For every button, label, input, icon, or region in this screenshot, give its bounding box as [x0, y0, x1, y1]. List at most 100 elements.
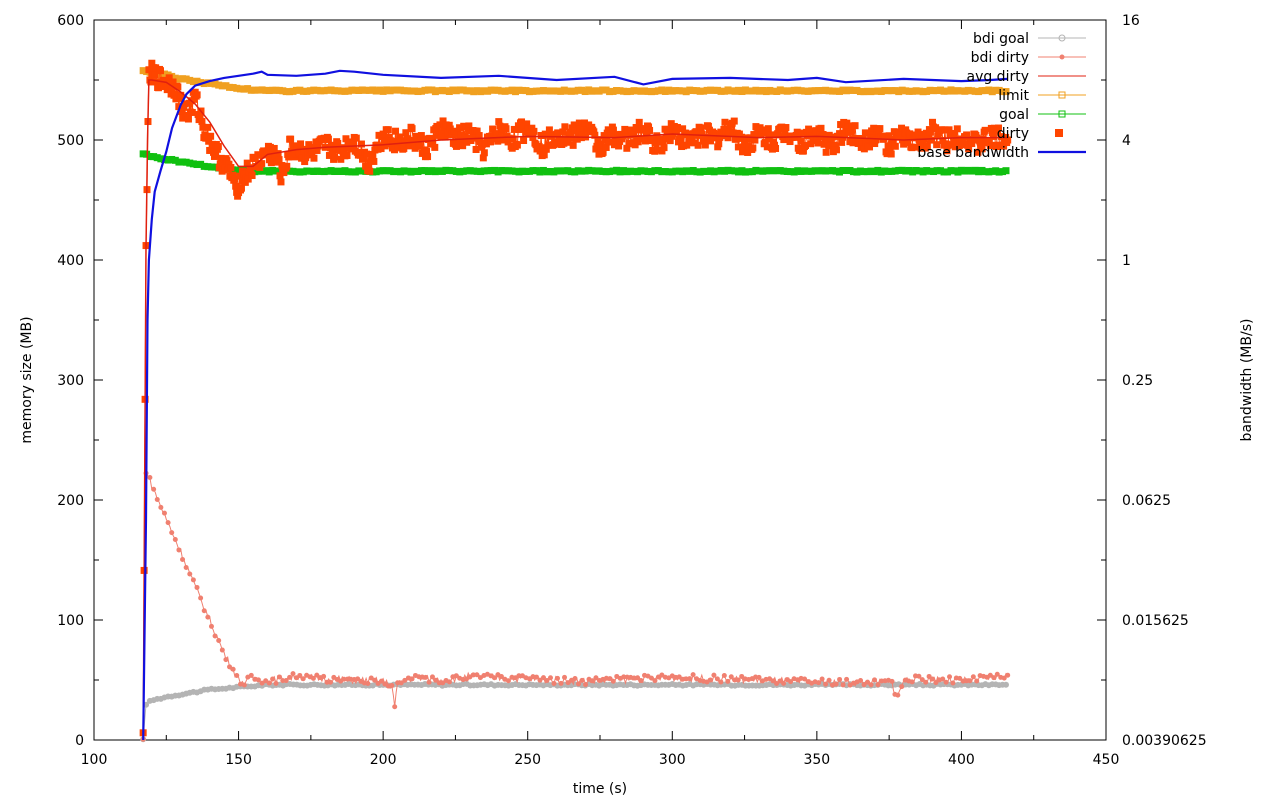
- data-point: [276, 674, 282, 680]
- data-point: [243, 159, 251, 167]
- data-point: [770, 678, 776, 684]
- data-point: [270, 144, 278, 152]
- data-point: [397, 137, 405, 145]
- legend-label: dirty: [997, 126, 1029, 142]
- data-point: [900, 140, 908, 148]
- data-point: [898, 124, 906, 132]
- data-point: [610, 141, 618, 149]
- data-point: [641, 137, 649, 145]
- data-point: [933, 680, 939, 686]
- data-point: [575, 119, 583, 127]
- data-point: [352, 134, 360, 142]
- data-point: [377, 145, 385, 153]
- data-point: [394, 142, 402, 150]
- data-point: [704, 122, 712, 130]
- data-point: [926, 673, 932, 679]
- data-point: [392, 704, 398, 710]
- data-point: [919, 138, 927, 146]
- data-point: [379, 130, 387, 138]
- x-tick-label: 300: [659, 752, 686, 768]
- data-point: [690, 672, 696, 678]
- data-point: [423, 674, 429, 680]
- data-point: [673, 123, 681, 131]
- data-point: [801, 142, 809, 150]
- data-point: [926, 128, 934, 136]
- data-point: [273, 680, 279, 686]
- data-point: [216, 160, 224, 168]
- data-point: [554, 129, 562, 137]
- data-point: [535, 142, 543, 150]
- y-tick-label: 400: [57, 253, 84, 269]
- data-point: [161, 77, 169, 85]
- data-point: [861, 129, 869, 137]
- data-point: [223, 657, 229, 663]
- data-point: [994, 671, 1000, 677]
- data-point: [360, 155, 368, 163]
- data-point: [165, 74, 173, 82]
- data-point: [255, 677, 261, 683]
- data-point: [270, 676, 276, 682]
- data-point: [672, 127, 680, 135]
- data-point: [652, 678, 658, 684]
- data-point: [891, 142, 899, 150]
- data-point: [295, 149, 303, 157]
- data-point: [154, 496, 160, 502]
- data-point: [756, 674, 762, 680]
- series-line: [142, 683, 1008, 740]
- data-point: [372, 677, 378, 683]
- data-point: [147, 474, 153, 480]
- data-point: [287, 674, 293, 680]
- data-point: [596, 140, 604, 148]
- data-point: [283, 678, 289, 684]
- data-point: [732, 677, 738, 683]
- data-point: [529, 133, 537, 141]
- legend-label: bdi goal: [973, 31, 1029, 47]
- data-point: [509, 135, 517, 143]
- data-point: [751, 136, 759, 144]
- data-point: [378, 678, 384, 684]
- data-point: [211, 150, 219, 158]
- data-point: [581, 119, 589, 127]
- data-point: [229, 171, 237, 179]
- data-point: [505, 678, 511, 684]
- data-point: [147, 78, 155, 86]
- data-point: [204, 123, 212, 131]
- data-point: [280, 169, 288, 177]
- data-point: [327, 679, 333, 685]
- data-point: [267, 159, 275, 167]
- x-tick-label: 100: [81, 752, 108, 768]
- data-point: [786, 138, 794, 146]
- legend-marker: [1058, 110, 1066, 118]
- data-point: [172, 536, 178, 542]
- data-point: [734, 143, 742, 151]
- data-point: [986, 142, 994, 150]
- data-point: [321, 673, 327, 679]
- x-tick-label: 400: [948, 752, 975, 768]
- y-tick-label: 600: [57, 13, 84, 29]
- data-point: [677, 133, 685, 141]
- data-point: [764, 125, 772, 133]
- data-point: [969, 135, 977, 143]
- data-point: [899, 684, 905, 690]
- data-point: [860, 145, 868, 153]
- data-point: [721, 673, 727, 679]
- data-point: [788, 679, 794, 685]
- data-point: [927, 136, 935, 144]
- x-tick-label: 150: [225, 752, 252, 768]
- data-point: [474, 672, 480, 678]
- data-point: [583, 682, 589, 688]
- legend-marker: [1059, 54, 1065, 60]
- data-point: [518, 118, 526, 126]
- data-point: [237, 681, 243, 687]
- data-point: [283, 162, 291, 170]
- y-tick-label: 300: [57, 373, 84, 389]
- series-avg-dirty: [142, 79, 1008, 741]
- data-point: [446, 125, 454, 133]
- data-point: [305, 141, 313, 149]
- data-point: [919, 677, 925, 683]
- data-point: [328, 141, 336, 149]
- series-bdi-goal: [140, 680, 1009, 743]
- data-point: [998, 133, 1006, 141]
- data-point: [1002, 681, 1009, 688]
- data-point: [615, 142, 623, 150]
